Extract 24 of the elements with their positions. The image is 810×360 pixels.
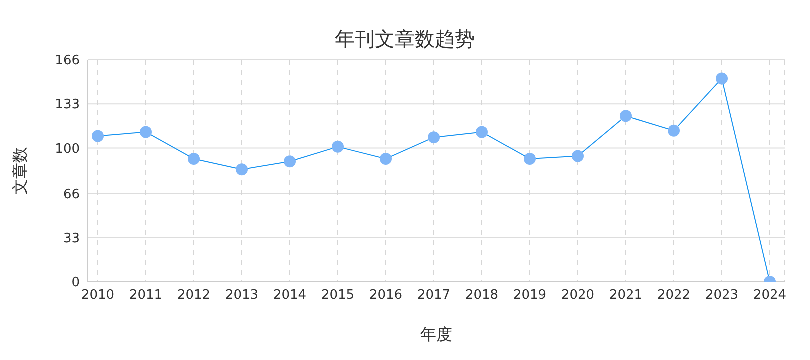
y-tick-label: 0	[72, 276, 80, 291]
x-tick-label: 2022	[657, 288, 691, 304]
x-tick-label: 2018	[465, 288, 499, 304]
x-tick-label: 2024	[753, 288, 787, 304]
x-tick-label: 2016	[369, 288, 403, 304]
x-tick-label: 2012	[177, 288, 211, 304]
y-tick-label: 33	[63, 231, 80, 246]
x-tick-label: 2010	[81, 288, 115, 304]
x-tick-label: 2015	[321, 288, 355, 304]
y-tick-label: 166	[55, 54, 80, 69]
x-tick-label: 2011	[129, 288, 163, 304]
x-tick-label: 2021	[609, 288, 643, 304]
x-axis-title: 年度	[420, 325, 452, 344]
y-tick-label: 133	[55, 98, 80, 113]
y-tick-label: 100	[55, 142, 80, 157]
x-tick-label: 2014	[273, 288, 307, 304]
y-tick-label: 66	[63, 187, 80, 202]
chart-title: 年刊文章数趋势	[334, 26, 476, 53]
x-tick-label: 2020	[561, 288, 595, 304]
x-tick-label: 2013	[225, 288, 259, 304]
y-axis-title: 文章数	[10, 147, 30, 195]
x-tick-label: 2023	[705, 288, 739, 304]
x-tick-label: 2017	[417, 288, 451, 304]
x-tick-label: 2019	[513, 288, 547, 304]
